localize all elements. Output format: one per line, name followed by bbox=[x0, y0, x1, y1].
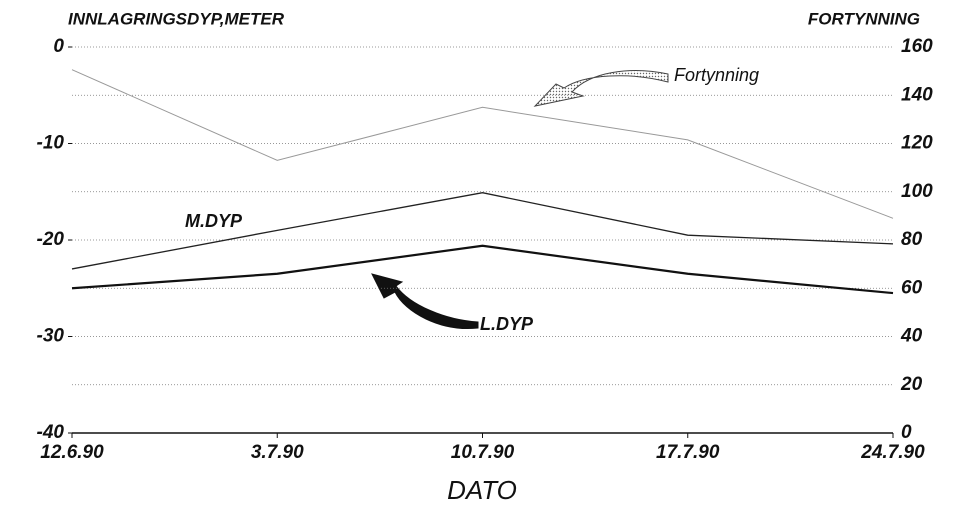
annotation: Fortynning bbox=[674, 65, 759, 85]
y2-tick-label: 0 bbox=[901, 422, 912, 443]
y-tick-label: 0 bbox=[53, 36, 64, 57]
y2-tick-label: 160 bbox=[901, 36, 933, 57]
y2-axis-title: FORTYNNING bbox=[808, 9, 920, 28]
y2-tick-label: 140 bbox=[901, 84, 933, 105]
y2-tick-label: 40 bbox=[900, 326, 923, 347]
y2-tick-label: 60 bbox=[901, 277, 923, 298]
x-tick-label: 3.7.90 bbox=[251, 442, 304, 463]
y-tick-label: -40 bbox=[37, 422, 65, 443]
y-axis-title: INNLAGRINGSDYP,METER bbox=[68, 9, 285, 28]
series-line bbox=[71, 69, 894, 219]
y2-tick-label: 100 bbox=[901, 181, 933, 202]
y-tick-label: -20 bbox=[37, 229, 65, 250]
arrow bbox=[371, 273, 479, 330]
x-axis-title: DATO bbox=[447, 475, 517, 505]
x-tick-label: 17.7.90 bbox=[656, 442, 720, 463]
series-line bbox=[71, 244, 894, 295]
y-tick-label: -30 bbox=[37, 326, 65, 347]
arrow bbox=[533, 70, 669, 107]
x-tick-label: 12.6.90 bbox=[40, 442, 104, 463]
x-tick-label: 10.7.90 bbox=[451, 442, 515, 463]
y2-tick-label: 120 bbox=[901, 133, 933, 154]
y2-tick-label: 20 bbox=[900, 374, 923, 395]
x-tick-label: 24.7.90 bbox=[860, 442, 925, 463]
series-line bbox=[71, 192, 894, 270]
y2-tick-label: 80 bbox=[901, 229, 923, 250]
annotation: M.DYP bbox=[185, 211, 243, 231]
annotation: L.DYP bbox=[480, 314, 534, 334]
y-tick-label: -10 bbox=[37, 133, 65, 154]
